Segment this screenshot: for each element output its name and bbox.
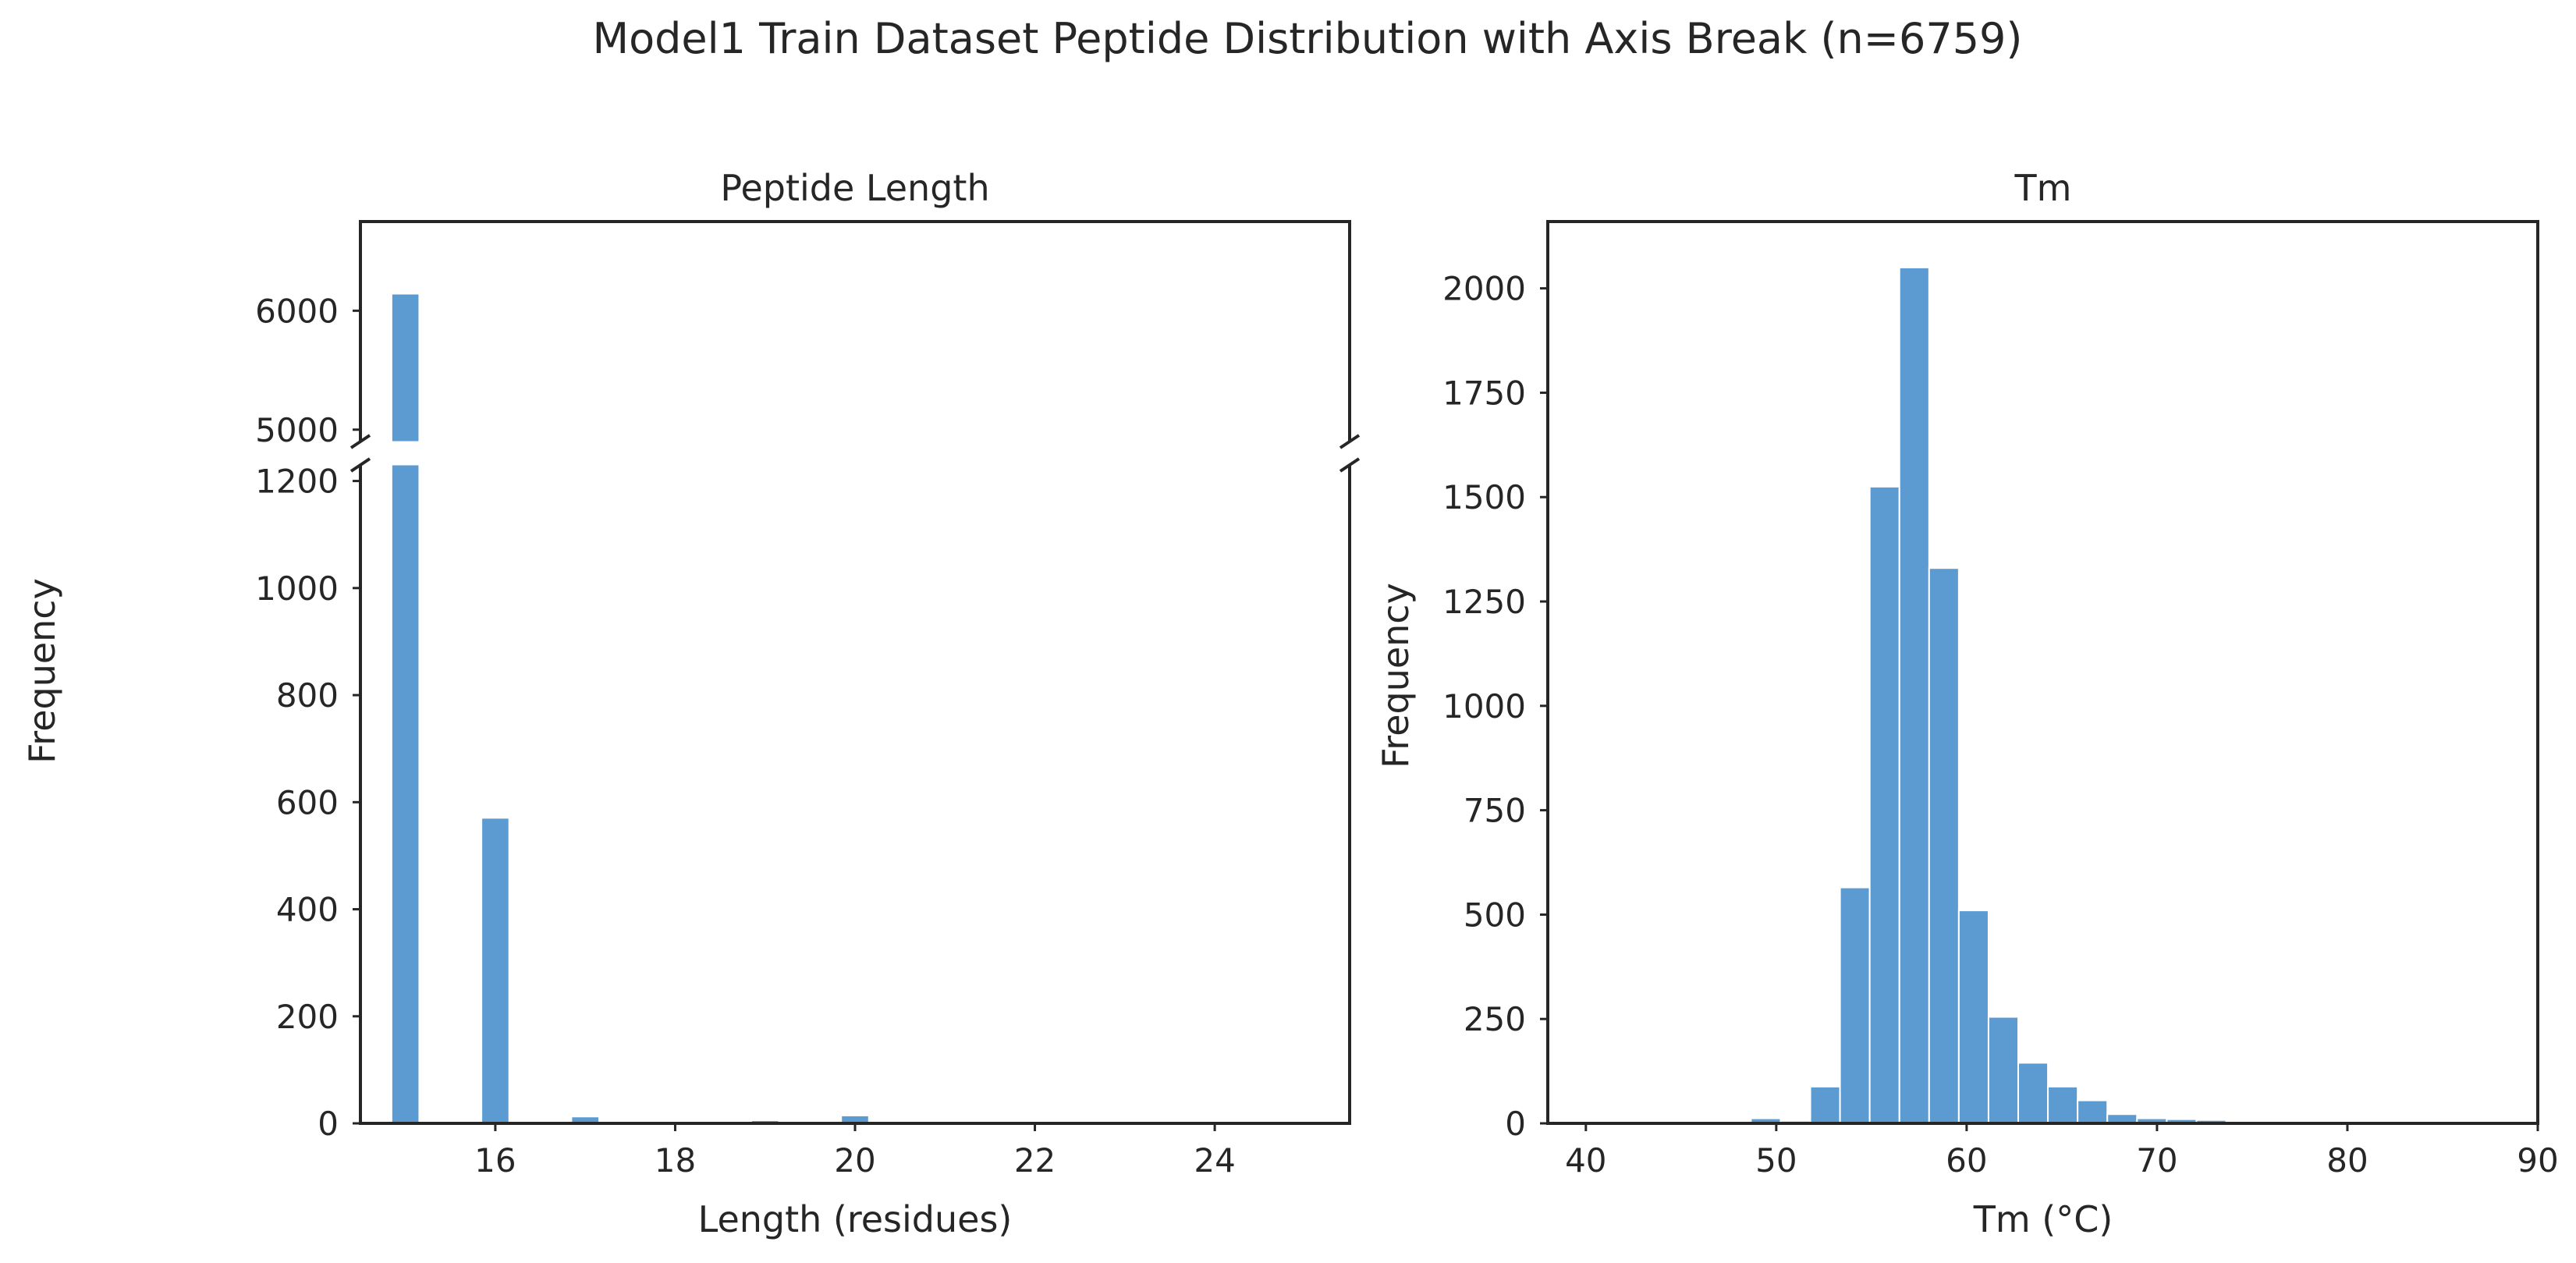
y-tick-label: 6000 bbox=[255, 292, 339, 330]
x-tick-label: 18 bbox=[655, 1141, 696, 1180]
y-tick-label: 1500 bbox=[1442, 478, 1526, 516]
bar bbox=[1987, 1016, 2020, 1125]
x-tick-label: 24 bbox=[1194, 1141, 1235, 1180]
y-tick-label: 1250 bbox=[1442, 583, 1526, 621]
axis-break-marks bbox=[349, 434, 1361, 473]
break-mark bbox=[349, 434, 371, 449]
y-tick-label: 1000 bbox=[1442, 687, 1526, 726]
bar bbox=[2077, 1099, 2109, 1125]
y-tick-label: 800 bbox=[276, 676, 339, 715]
y-tick-label: 2000 bbox=[1442, 270, 1526, 308]
y-tick-label: 1750 bbox=[1442, 374, 1526, 412]
panel-tm: Tm 0 250 500 750 1000 1250 1500 1750 2000 40 50 60 7… bbox=[1375, 167, 2559, 1240]
y-tick-label: 1200 bbox=[255, 463, 339, 501]
upper-axes-frame bbox=[359, 220, 1351, 442]
figure-suptitle: Model1 Train Dataset Peptide Distributio… bbox=[593, 14, 2023, 63]
y-axis-label: Frequency bbox=[1375, 583, 1417, 768]
x-tick-label: 50 bbox=[1755, 1141, 1797, 1180]
x-tick-label: 70 bbox=[2136, 1141, 2177, 1180]
y-tick-label: 200 bbox=[276, 998, 339, 1036]
y-tick-label: 750 bbox=[1464, 792, 1526, 830]
break-mark bbox=[349, 457, 371, 473]
y-tick-label: 5000 bbox=[255, 411, 339, 449]
bar bbox=[2017, 1062, 2049, 1125]
panel-title: Tm bbox=[2014, 167, 2072, 209]
y-tick-label: 0 bbox=[1505, 1105, 1526, 1143]
y-tick-label: 0 bbox=[318, 1105, 339, 1143]
x-axis-label: Length (residues) bbox=[698, 1198, 1013, 1240]
bar bbox=[1928, 567, 1960, 1124]
shared-y-axis-label: Frequency bbox=[21, 578, 63, 764]
bar bbox=[1839, 886, 1871, 1124]
upper-plot-area: 5000 6000 bbox=[255, 220, 1351, 449]
bar bbox=[1957, 910, 1989, 1124]
bar bbox=[391, 464, 420, 1124]
break-mark bbox=[1339, 434, 1361, 449]
panel-peptide-length: Peptide Length 5000 6000 0 200 400 600 800 100… bbox=[255, 167, 1361, 1240]
x-tick-label: 80 bbox=[2326, 1141, 2368, 1180]
y-tick-label: 1000 bbox=[255, 569, 339, 608]
bar bbox=[1898, 266, 1930, 1124]
lower-plot-area: 0 200 400 600 800 1000 1200 16 18 20 22 24 bbox=[255, 463, 1351, 1180]
x-tick-label: 90 bbox=[2517, 1141, 2558, 1180]
bar bbox=[2047, 1085, 2079, 1124]
x-axis-label: Tm (°C) bbox=[1973, 1198, 2113, 1240]
y-tick-label: 500 bbox=[1464, 896, 1526, 934]
y-tick-label: 400 bbox=[276, 891, 339, 929]
plot-area: 0 250 500 750 1000 1250 1500 1750 2000 40 50 60 70 80… bbox=[1442, 220, 2559, 1180]
x-tick-label: 22 bbox=[1014, 1141, 1056, 1180]
bar bbox=[481, 818, 509, 1124]
bar bbox=[1868, 485, 1900, 1124]
bar-upper-segment bbox=[391, 293, 420, 442]
bar bbox=[1809, 1085, 1841, 1124]
y-tick-label: 250 bbox=[1464, 1000, 1526, 1038]
x-tick-label: 40 bbox=[1565, 1141, 1606, 1180]
x-tick-label: 16 bbox=[474, 1141, 516, 1180]
y-tick-label: 600 bbox=[276, 783, 339, 821]
break-mark bbox=[1339, 457, 1361, 473]
panel-title: Peptide Length bbox=[720, 167, 989, 209]
x-tick-label: 60 bbox=[1946, 1141, 1987, 1180]
x-tick-label: 20 bbox=[834, 1141, 875, 1180]
axes-frame bbox=[1546, 220, 2539, 1125]
